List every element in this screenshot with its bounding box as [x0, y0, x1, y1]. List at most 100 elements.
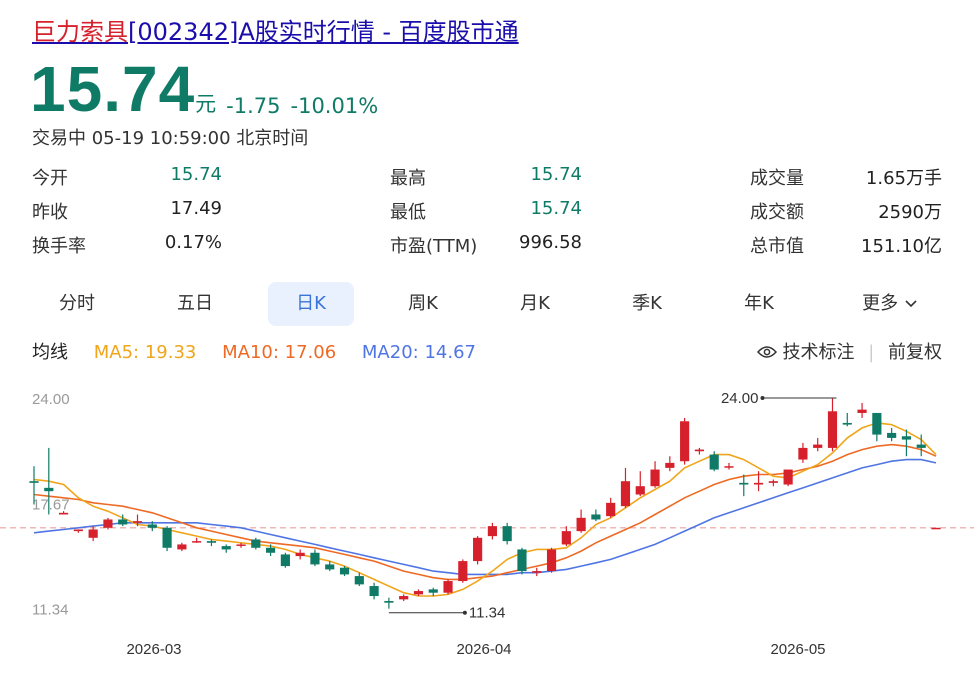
candle	[813, 437, 823, 452]
candle-body	[620, 481, 631, 507]
candle	[251, 537, 261, 550]
candle-body	[384, 601, 394, 603]
tab-more[interactable]: 更多	[840, 282, 940, 326]
candle	[325, 561, 335, 572]
x-tick-label: 2026-03	[126, 641, 181, 658]
candle-body	[339, 567, 350, 575]
page-title-link[interactable]: 巨力索具[002342]A股实时行情 - 百度股市通	[32, 12, 519, 47]
x-tick-label: 2026-05	[770, 641, 825, 658]
candle	[369, 582, 379, 600]
mcap-value: 151.10亿	[861, 236, 942, 257]
candle	[295, 549, 305, 560]
candle-body	[561, 531, 571, 545]
candle	[280, 552, 290, 568]
candle	[887, 427, 897, 442]
candle-body	[768, 481, 778, 483]
candle-body	[665, 462, 675, 468]
candle	[768, 479, 778, 487]
candle	[901, 429, 912, 457]
candle	[694, 447, 704, 455]
chart-tools: 技术标注 | 前复权	[756, 338, 942, 364]
price-change-pct: -10.01%	[290, 94, 379, 118]
candle	[177, 542, 187, 552]
candle-body	[517, 549, 527, 572]
candle	[443, 579, 453, 595]
candle-body	[325, 564, 335, 570]
candle	[487, 522, 497, 540]
candle	[517, 547, 527, 575]
price-unit: 元	[195, 92, 217, 116]
price-change: -1.75	[226, 94, 281, 118]
candle-body	[842, 422, 852, 425]
candle	[339, 566, 350, 577]
mcap-label: 总市值	[750, 236, 804, 257]
candle-body	[753, 482, 764, 485]
candle	[88, 526, 98, 542]
trade-status: 交易中 05-19 10:59:00 北京时间	[32, 128, 309, 149]
candle-body	[502, 526, 512, 542]
prev-close-label: 昨收	[32, 202, 68, 223]
tab-monthly-k[interactable]: 月K	[520, 293, 550, 314]
candle	[606, 497, 616, 518]
candle-body	[887, 432, 897, 438]
candle-body	[58, 512, 69, 515]
candle-body	[857, 409, 867, 413]
candle-body	[192, 541, 202, 543]
ma-label: 均线	[32, 342, 68, 363]
min-price-annotation-text: 11.34	[469, 605, 505, 622]
candle	[872, 412, 882, 442]
candle	[147, 521, 157, 532]
tab-quarterly-k[interactable]: 季K	[632, 293, 662, 314]
stock-name[interactable]: 巨力索具	[32, 18, 128, 46]
title-rest[interactable]: [002342]A股实时行情 - 百度股市通	[128, 18, 519, 46]
candle-body	[694, 449, 704, 452]
stats-row-2: 昨收 17.49 最低 15.74 成交额 2590万	[0, 198, 974, 228]
tech-annotation-toggle[interactable]: 技术标注	[756, 342, 860, 363]
candle-body	[473, 537, 483, 562]
candle	[739, 474, 749, 497]
candle	[428, 587, 438, 597]
price-row: 15.74元 -1.75 -10.01%	[30, 52, 379, 125]
kline-chart[interactable]: 24.00 17.67 11.34 24.00 11.34 2026-03 2026-04 2…	[0, 372, 974, 678]
stats-panel: 今开 15.74 最高 15.74 成交量 1.65万手 昨收 17.49 最低…	[0, 160, 974, 270]
candle	[857, 402, 867, 418]
turnover-label: 换手率	[32, 236, 86, 257]
tab-daily-k[interactable]: 日K	[268, 282, 354, 326]
low-label: 最低	[390, 202, 426, 223]
candle-body	[428, 589, 438, 593]
tab-yearly-k[interactable]: 年K	[744, 293, 774, 314]
open-label: 今开	[32, 168, 68, 189]
volume-value: 1.65万手	[865, 168, 942, 189]
candle-body	[532, 571, 542, 573]
candle-body	[783, 469, 793, 485]
candle	[827, 397, 838, 452]
candle-body	[635, 486, 645, 495]
prev-close-value: 17.49	[170, 198, 222, 219]
tab-five-day[interactable]: 五日	[177, 293, 213, 314]
candle	[753, 471, 764, 492]
candle	[709, 451, 719, 472]
candle	[680, 417, 690, 465]
candle	[162, 526, 172, 552]
candle	[635, 471, 645, 497]
candle-body	[251, 539, 261, 548]
candle-body	[413, 591, 424, 595]
tab-intraday[interactable]: 分时	[59, 293, 95, 314]
candle	[724, 462, 734, 470]
y-tick-label: 17.67	[32, 496, 70, 513]
candle	[842, 412, 852, 427]
candle-body	[650, 469, 660, 487]
tech-annotation-label: 技术标注	[782, 342, 855, 363]
adjust-toggle[interactable]: 前复权	[888, 342, 942, 363]
candle	[916, 434, 926, 457]
y-tick-label: 11.34	[32, 602, 68, 619]
tab-weekly-k[interactable]: 周K	[408, 293, 438, 314]
ma10-value: MA10: 17.06	[222, 342, 337, 363]
turnover-value: 0.17%	[164, 232, 222, 253]
candle-body	[88, 529, 98, 538]
candle-body	[724, 466, 734, 468]
candle-body	[813, 444, 823, 448]
candle	[561, 526, 571, 547]
candle-body	[739, 482, 749, 485]
candle-body	[827, 411, 838, 448]
